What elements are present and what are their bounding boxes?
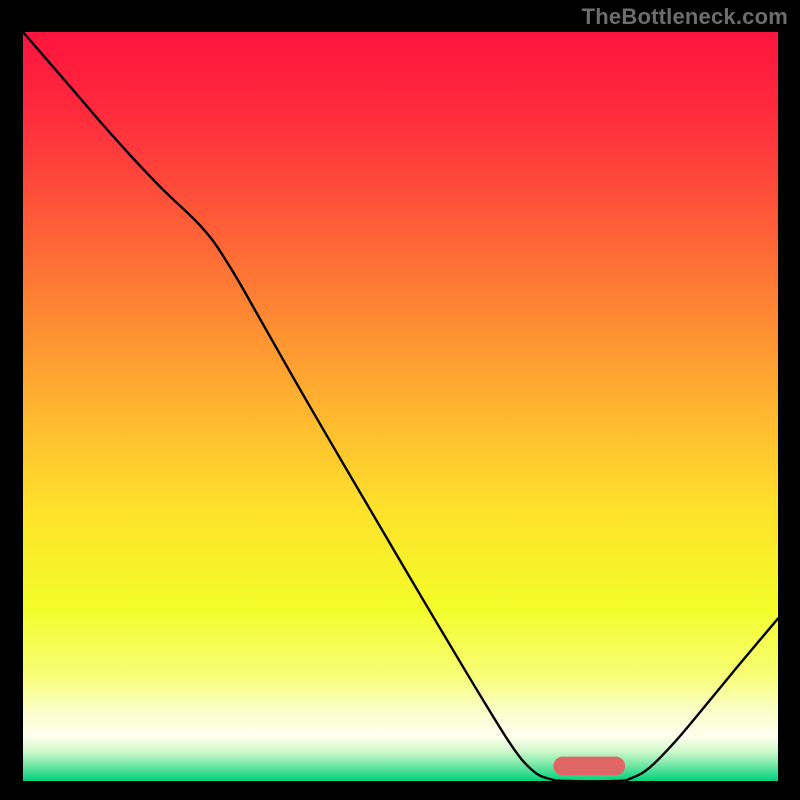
marker-layer [553,757,625,776]
chart-background [23,32,778,781]
bottleneck-chart [23,32,778,781]
optimum_pill [553,757,625,776]
page-root: TheBottleneck.com [0,0,800,800]
watermark-text: TheBottleneck.com [582,4,788,30]
